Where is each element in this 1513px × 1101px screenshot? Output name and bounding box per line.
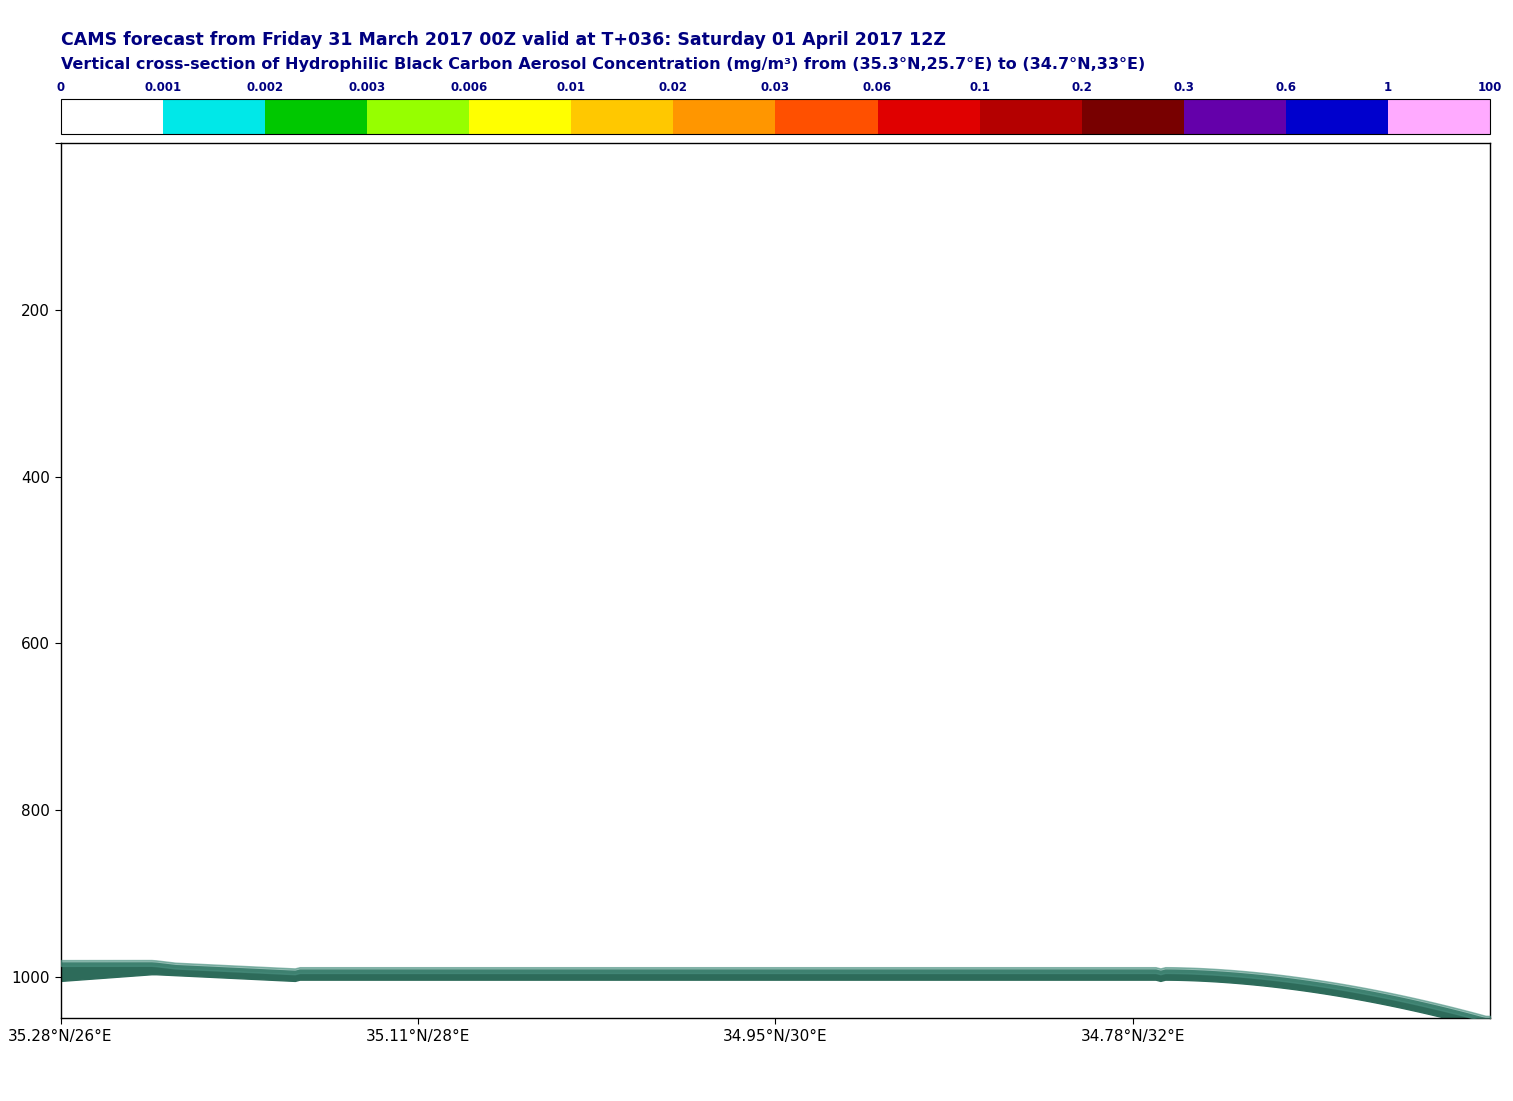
- Text: 0.2: 0.2: [1071, 80, 1092, 94]
- Text: 0.1: 0.1: [970, 80, 990, 94]
- Text: 0.01: 0.01: [557, 80, 586, 94]
- Text: 0.02: 0.02: [658, 80, 688, 94]
- Text: 0.006: 0.006: [451, 80, 487, 94]
- Text: 0.3: 0.3: [1174, 80, 1194, 94]
- Text: 0.002: 0.002: [247, 80, 283, 94]
- Text: 0.001: 0.001: [144, 80, 182, 94]
- Text: 0: 0: [56, 80, 65, 94]
- Text: 100: 100: [1478, 80, 1502, 94]
- Text: Vertical cross-section of Hydrophilic Black Carbon Aerosol Concentration (mg/m³): Vertical cross-section of Hydrophilic Bl…: [61, 57, 1145, 73]
- Text: 1: 1: [1384, 80, 1392, 94]
- Text: CAMS forecast from Friday 31 March 2017 00Z valid at T+036: Saturday 01 April 20: CAMS forecast from Friday 31 March 2017 …: [61, 31, 946, 48]
- Text: 0.03: 0.03: [761, 80, 790, 94]
- Text: 0.06: 0.06: [862, 80, 893, 94]
- Text: 0.003: 0.003: [348, 80, 386, 94]
- Text: 0.6: 0.6: [1275, 80, 1297, 94]
